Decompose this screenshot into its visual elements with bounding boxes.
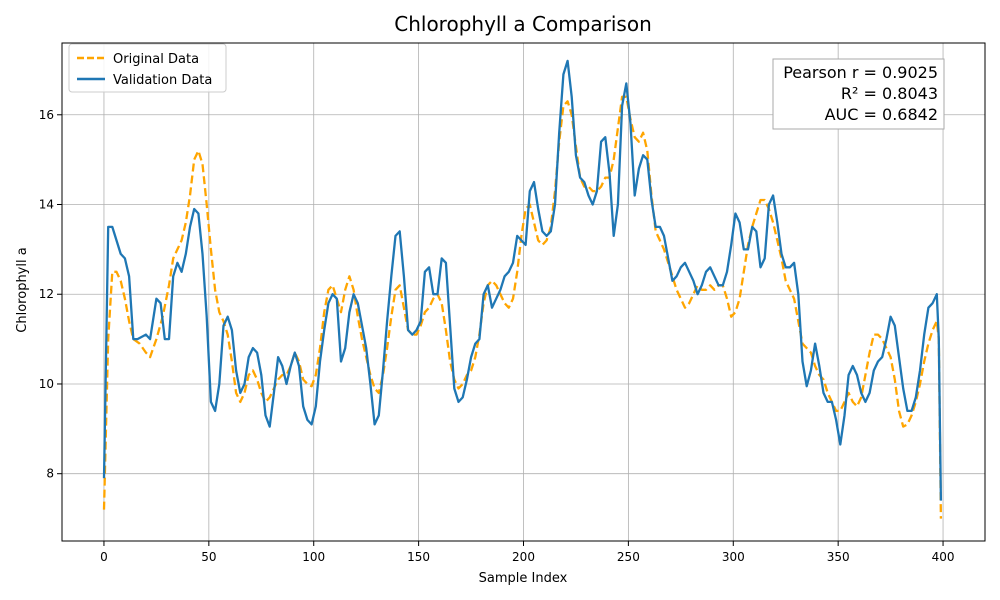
x-axis-label: Sample Index: [479, 571, 568, 586]
series-layer: [102, 59, 943, 519]
legend-label-validation: Validation Data: [113, 73, 212, 88]
pearson-text: Pearson r = 0.9025: [783, 63, 938, 82]
y-tick-label: 8: [46, 467, 54, 481]
legend-box: [68, 43, 227, 93]
x-tick-label: 100: [302, 550, 325, 564]
x-tick-label: 0: [100, 550, 108, 564]
x-tick-label: 400: [932, 550, 955, 564]
x-tick-label: 50: [201, 550, 216, 564]
y-tick-label: 16: [39, 108, 54, 122]
stats-box-frame: [772, 58, 945, 130]
y-axis-label: Chlorophyll a: [15, 247, 30, 332]
stats-box: Pearson r = 0.9025 R² = 0.8043 AUC = 0.6…: [772, 58, 945, 130]
legend: Original Data Validation Data: [68, 43, 227, 93]
x-tick-label: 150: [407, 550, 430, 564]
x-tick-label: 200: [512, 550, 535, 564]
y-tick-label: 10: [39, 377, 54, 391]
y-tick-label: 12: [39, 287, 54, 301]
ticks: 0 50 100 150 200 250 300 350 400 8 10 12 14 16: [39, 108, 955, 564]
x-tick-label: 350: [827, 550, 850, 564]
y-tick-label: 14: [39, 198, 54, 212]
x-tick-label: 250: [617, 550, 640, 564]
x-tick-label: 300: [722, 550, 745, 564]
legend-label-original: Original Data: [113, 52, 199, 67]
series-line-validation: [102, 59, 943, 501]
chart-title: Chlorophyll a Comparison: [394, 12, 652, 36]
auc-text: AUC = 0.6842: [825, 105, 938, 124]
r2-text: R² = 0.8043: [841, 84, 938, 103]
